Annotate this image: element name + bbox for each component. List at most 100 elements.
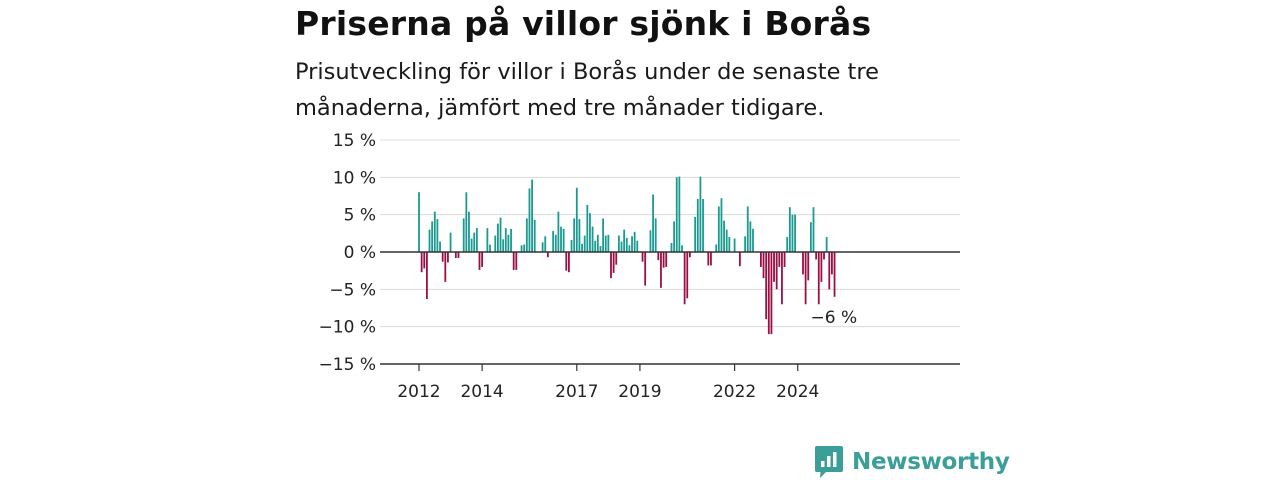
chart-subtitle: Prisutveckling för villor i Borås under … [295, 59, 879, 121]
bar-negative [831, 252, 833, 275]
bar-negative [425, 252, 428, 300]
axes [380, 251, 960, 365]
bar-negative [817, 252, 820, 305]
bar-negative [738, 252, 741, 267]
bar-positive [715, 244, 718, 252]
bar-positive [428, 229, 431, 252]
bar-negative [760, 252, 762, 267]
bar-positive [788, 207, 791, 252]
bar-positive [520, 245, 523, 252]
y-tick-label: −10 % [319, 318, 376, 338]
bar-positive [581, 243, 583, 252]
bar-positive [436, 219, 439, 252]
bar-negative [683, 252, 686, 305]
x-axis-labels: 2012 2014 2017 2019 2022 2024 [397, 364, 819, 402]
bar-positive [462, 218, 465, 252]
bar-positive [786, 237, 789, 252]
bar-negative [644, 252, 647, 286]
bar-positive [633, 231, 636, 252]
bar-negative [423, 252, 426, 269]
bar-positive [631, 236, 633, 252]
bar-positive [733, 238, 736, 252]
bar-positive [583, 235, 586, 252]
bar-negative [773, 252, 775, 282]
y-tick-label: 5 % [344, 206, 376, 226]
bar-positive [468, 211, 470, 252]
bar-positive [502, 239, 505, 252]
bar-positive [670, 243, 673, 252]
annotations: −6 % [811, 308, 858, 328]
bar-positive [504, 228, 507, 252]
bar-positive [620, 241, 623, 252]
bar-positive [604, 235, 607, 252]
bar-positive [449, 232, 452, 252]
bar-positive [431, 221, 434, 252]
bar-positive [575, 187, 578, 252]
bar-negative [568, 252, 570, 273]
bar-positive [439, 241, 441, 252]
bar-negative [688, 252, 691, 258]
bar-negative [710, 252, 712, 266]
bar-negative [444, 252, 447, 282]
bar-positive [720, 198, 723, 252]
bar-negative [765, 252, 768, 320]
bar-positive [544, 236, 547, 252]
bar-negative [783, 252, 786, 267]
chart-title: Priserna på villor sjönk i Borås [295, 4, 872, 43]
bar-positive [497, 223, 499, 252]
bar-negative [420, 252, 423, 273]
y-tick-label: −15 % [319, 355, 376, 375]
bar-positive [617, 235, 620, 252]
newsworthy-logo-text: Newsworthy [852, 449, 1010, 475]
bar-negative [512, 252, 515, 270]
bar-positive [552, 231, 555, 252]
bar-positive [554, 234, 557, 252]
bar-negative [781, 252, 783, 305]
bar-positive [652, 194, 654, 252]
bar-positive [525, 218, 528, 252]
bars [418, 176, 836, 335]
bar-negative [820, 252, 823, 282]
bar-negative [565, 252, 568, 271]
x-tick-label: 2024 [776, 382, 819, 402]
bar-positive [570, 240, 573, 252]
bar-positive [607, 234, 610, 252]
bar-positive [557, 211, 560, 252]
bar-positive [725, 229, 728, 252]
bar-positive [749, 221, 752, 252]
x-tick-label: 2012 [397, 382, 440, 402]
bar-negative [802, 252, 804, 275]
bar-positive [578, 219, 581, 252]
bar-positive [809, 222, 812, 252]
bar-positive [702, 198, 704, 252]
bar-positive [433, 211, 436, 252]
bar-positive [541, 242, 544, 252]
bar-positive [599, 246, 602, 252]
bar-negative [515, 252, 518, 270]
bar-negative [660, 252, 662, 288]
bar-positive [654, 218, 657, 252]
bar-negative [612, 252, 615, 273]
bar-positive [586, 204, 589, 252]
bar-positive [531, 179, 533, 252]
bar-positive [752, 228, 754, 252]
newsworthy-logo-icon [815, 446, 843, 478]
bar-negative [770, 252, 773, 335]
bar-positive [475, 228, 478, 252]
y-tick-label: 15 % [333, 131, 376, 151]
bar-positive [486, 228, 489, 252]
bar-positive [681, 245, 683, 252]
bar-negative [662, 252, 665, 268]
bar-positive [675, 177, 678, 252]
bar-negative [481, 252, 484, 267]
bar-positive [717, 206, 720, 252]
bar-negative [454, 252, 457, 258]
bar-positive [465, 192, 468, 252]
x-tick-label: 2019 [618, 382, 661, 402]
bar-positive [699, 176, 702, 252]
bar-positive [591, 226, 594, 252]
x-tick-label: 2022 [713, 382, 756, 402]
bar-negative [775, 252, 778, 290]
bar-positive [523, 244, 526, 252]
bar-positive [723, 220, 725, 252]
